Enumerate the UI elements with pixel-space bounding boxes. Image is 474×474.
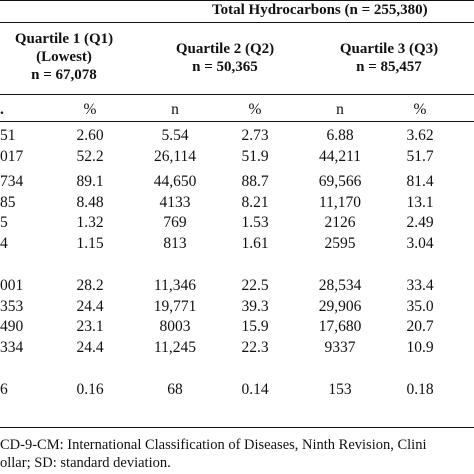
subheader-q2-n: n xyxy=(171,101,179,118)
table-cell: 29,906 xyxy=(318,297,362,315)
table-cell: 2.73 xyxy=(241,127,269,144)
group-title: Total Hydrocarbons (n = 255,380) xyxy=(212,2,428,18)
table-cell: 2595 xyxy=(324,234,356,252)
table-cell: 52.2 xyxy=(76,147,104,165)
subheader-q3-n: n xyxy=(336,101,344,118)
table-cell: 8.21 xyxy=(241,193,269,211)
table-cell: 44,211 xyxy=(318,147,362,165)
table-cell: 81.4 xyxy=(406,173,434,190)
table-cell: 8003 xyxy=(159,318,191,335)
row-label-fragment: 4 xyxy=(0,234,8,252)
table-cell: 24.4 xyxy=(76,338,104,356)
table-cell: 20.7 xyxy=(406,318,434,335)
table-cell: 1.32 xyxy=(76,214,104,231)
table-cell: 28,534 xyxy=(318,277,362,294)
subheader-left: . xyxy=(0,101,4,118)
table-cell: 3.62 xyxy=(406,127,434,144)
row-label-fragment: 017 xyxy=(0,147,24,165)
quartile-2-title: Quartile 2 (Q2) xyxy=(175,41,275,57)
table-cell: 6.88 xyxy=(326,127,354,144)
row-label-fragment: 6 xyxy=(0,381,8,398)
quartile-3-title: Quartile 3 (Q3) xyxy=(339,41,439,57)
table-cell: 44,650 xyxy=(153,173,197,190)
table-cell: 813 xyxy=(163,234,187,252)
subheader-q1-pct: % xyxy=(83,101,97,118)
table-cell: 2.49 xyxy=(406,214,434,231)
quartile-1-subtitle: (Lowest) xyxy=(36,49,92,65)
row-label-fragment: 334 xyxy=(0,338,24,356)
table-cell: 0.18 xyxy=(406,381,434,398)
quartile-1-header: Quartile 1 (Q1) (Lowest) n = 67,078 xyxy=(0,30,148,84)
row-label-fragment: 353 xyxy=(0,297,24,315)
top-rule xyxy=(0,0,474,1)
table-cell: 51.9 xyxy=(241,147,269,165)
table-cell: 1.15 xyxy=(76,234,104,252)
table-cell: 35.0 xyxy=(406,297,434,315)
header-rule xyxy=(0,94,474,95)
table-cell: 89.1 xyxy=(76,173,104,190)
table-cell: 10.9 xyxy=(406,338,434,356)
footnote-line-2: ollar; SD: standard deviation. xyxy=(0,455,171,471)
table-cell: 5.54 xyxy=(161,127,189,144)
table-cell: 26,114 xyxy=(153,147,197,165)
footnote-line-1: CD-9-CM: International Classification of… xyxy=(0,437,427,453)
table-cell: 769 xyxy=(163,214,187,231)
quartile-2-n: n = 50,365 xyxy=(192,59,258,75)
table-cell: 33.4 xyxy=(406,277,434,294)
table-cell: 11,245 xyxy=(153,338,197,356)
table-cell: 4133 xyxy=(159,193,191,211)
quartile-1-title: Quartile 1 (Q1) xyxy=(14,31,114,47)
table-cell: 15.9 xyxy=(241,318,269,335)
table-cell: 68 xyxy=(167,381,183,398)
row-label-fragment: 001 xyxy=(0,277,24,294)
table-cell: 19,771 xyxy=(153,297,197,315)
table-cell: 22.5 xyxy=(241,277,269,294)
table-cell: 88.7 xyxy=(241,173,269,190)
table-cell: 1.61 xyxy=(241,234,269,252)
table-cell: 0.14 xyxy=(241,381,269,398)
subheader-q2-pct: % xyxy=(248,101,262,118)
table-cell: 13.1 xyxy=(406,193,434,211)
quartile-3-header: Quartile 3 (Q3) n = 85,457 xyxy=(314,40,464,76)
table-cell: 22.3 xyxy=(241,338,269,356)
table-cell: 23.1 xyxy=(76,318,104,335)
row-label-fragment: 5 xyxy=(0,214,8,231)
table-cell: 1.53 xyxy=(241,214,269,231)
subheader-q3-pct: % xyxy=(413,101,427,118)
table-cell: 51.7 xyxy=(406,147,434,165)
row-label-fragment: 734 xyxy=(0,173,24,190)
row-label-fragment: 490 xyxy=(0,318,24,335)
table-cell: 9337 xyxy=(324,338,356,356)
table-cell: 2126 xyxy=(324,214,356,231)
table-cell: 8.48 xyxy=(76,193,104,211)
table-cell: 3.04 xyxy=(406,234,434,252)
row-label-fragment: 85 xyxy=(0,193,16,211)
table-cell: 2.60 xyxy=(76,127,104,144)
table-cell: 39.3 xyxy=(241,297,269,315)
bottom-rule xyxy=(0,427,474,428)
table-cell: 24.4 xyxy=(76,297,104,315)
table-cell: 153 xyxy=(328,381,352,398)
subheader-rule xyxy=(0,121,474,122)
table-cell: 0.16 xyxy=(76,381,104,398)
table-cell: 28.2 xyxy=(76,277,104,294)
group-title-rule xyxy=(0,22,474,23)
quartile-2-header: Quartile 2 (Q2) n = 50,365 xyxy=(150,40,300,76)
table-cell: 69,566 xyxy=(318,173,362,190)
row-label-fragment: 51 xyxy=(0,127,16,144)
table-cell: 11,170 xyxy=(318,193,362,211)
quartile-3-n: n = 85,457 xyxy=(356,59,422,75)
table-cell: 11,346 xyxy=(153,277,197,294)
table-cell: 17,680 xyxy=(318,318,362,335)
quartile-1-n: n = 67,078 xyxy=(31,67,97,83)
